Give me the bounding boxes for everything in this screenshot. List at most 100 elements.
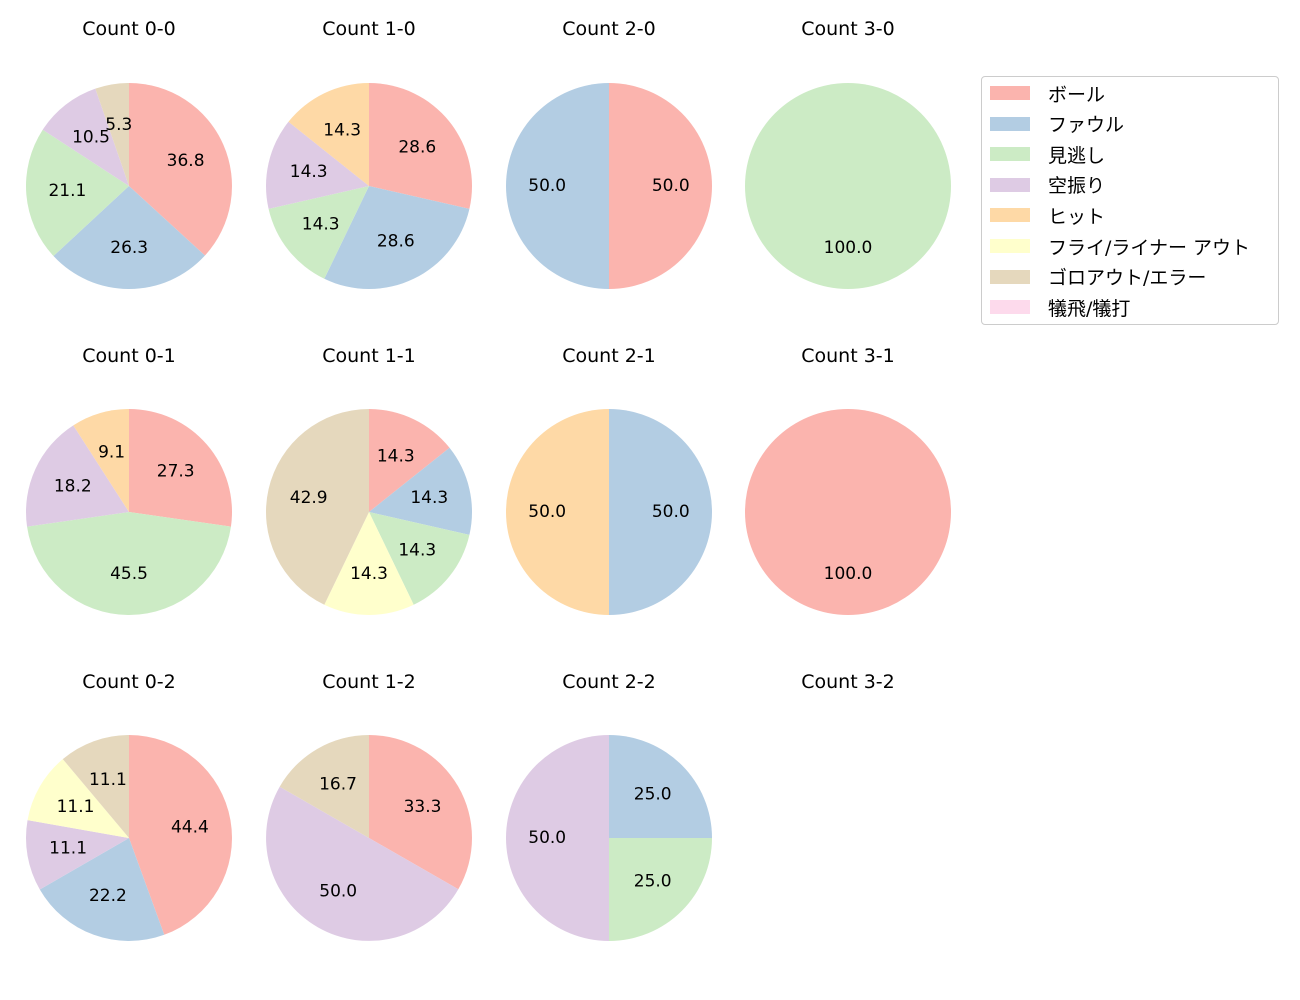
pie-slice [42,88,130,186]
pie-slice [25,820,129,890]
slice-value-label: 11.1 [49,839,87,859]
pie-slice [609,83,712,289]
slice-value-label: 14.3 [302,215,340,235]
slice-value-label: 11.1 [89,770,127,790]
legend-label: フライ/ライナー アウト [1048,236,1251,259]
slice-value-label: 18.2 [54,476,92,496]
legend-swatch [990,147,1030,162]
slice-value-label: 25.0 [634,872,672,892]
legend-label: 見逃し [1048,144,1106,167]
pie-slice [609,409,712,615]
slice-value-label: 14.3 [410,488,448,508]
pie-slice [369,83,473,209]
slice-value-label: 27.3 [157,462,195,482]
pie-panel: Count 0-2 44.4 22.2 11.1 11.1 11.1 [25,671,233,942]
pie-slice [506,83,609,289]
pie-panel: Count 1-2 33.3 50.0 16.7 [266,671,472,941]
legend-label: ボール [1048,83,1106,106]
slice-value-label: 16.7 [319,775,357,795]
slice-value-label: 50.0 [528,502,566,522]
panel-title: Count 2-0 [562,18,656,40]
pie-slice [506,735,609,941]
pie-panel: Count 3-1 100.0 [745,345,951,615]
pie-slice [95,83,129,186]
pie-panel: Count 3-2 [801,671,895,693]
pie-slice [27,512,231,615]
legend-swatch [990,177,1030,192]
legend-label: ヒット [1048,205,1106,228]
pie-slice [506,409,609,615]
slice-value-label: 14.3 [377,446,415,466]
legend: ボールファウル見逃し空振りヒットフライ/ライナー アウト ゴロアウト/エラー 犠飛/… [981,76,1279,325]
panel-title: Count 0-2 [82,671,176,693]
pie-slice [745,409,951,615]
panel-title: Count 0-0 [82,18,176,40]
panel-title: Count 1-2 [322,671,416,693]
slice-value-label: 5.3 [105,115,132,135]
pie-slice [73,409,129,512]
slice-value-label: 44.4 [171,817,209,837]
slice-value-label: 14.3 [350,564,388,584]
slice-value-label: 100.0 [824,238,873,258]
slice-value-label: 45.5 [110,564,148,584]
panel-title: Count 0-1 [82,345,176,367]
pie-slice [129,83,232,256]
slice-value-label: 50.0 [528,176,566,196]
slice-value-label: 28.6 [377,232,415,252]
legend-item: ヒット [990,203,1106,228]
pie-slice [369,512,470,605]
pie-slice [369,447,473,535]
slice-value-label: 50.0 [652,176,690,196]
pie-slice [53,186,205,290]
legend-label: 空振り [1048,175,1106,198]
legend-label: ファウル [1048,114,1125,137]
pie-slice [288,83,369,186]
pie-panel: Count 2-1 50.0 50.0 [506,345,712,615]
pie-panel: Count 0-0 36.8 26.3 21.1 10.55.3 [25,18,232,290]
legend-item: ファウル [990,112,1124,136]
slice-value-label: 14.3 [323,120,361,140]
pie-slice [324,512,414,616]
slice-value-label: 9.1 [98,443,125,463]
panel-title: Count 1-0 [322,18,416,40]
slice-value-label: 50.0 [528,828,566,848]
legend-item: 犠飛/犠打 [990,295,1131,320]
pie-slice [369,409,450,512]
legend-item: 空振り [990,173,1105,197]
slice-value-label: 11.1 [57,797,95,817]
slice-value-label: 14.3 [290,162,328,182]
pie-slice [266,786,459,941]
slice-value-label: 14.3 [398,541,436,561]
slice-value-label: 100.0 [824,564,873,584]
slice-value-label: 50.0 [652,502,690,522]
pie-slice [609,838,712,941]
slice-value-label: 50.0 [319,882,357,902]
slice-value-label: 26.3 [110,238,148,258]
legend-label: ゴロアウト/エラー [1048,267,1207,290]
legend-item: 見逃し [990,142,1106,167]
panel-title: Count 1-1 [322,345,416,367]
pie-slice [265,121,369,209]
legend-label: 犠飛/犠打 [1048,297,1131,320]
panel-title: Count 3-2 [801,671,895,693]
pie-slice [745,83,951,289]
slice-value-label: 22.2 [89,886,127,906]
legend-swatch [990,86,1030,100]
pie-slice [369,735,472,890]
panel-title: Count 2-2 [562,671,656,693]
pie-slice [129,735,233,935]
slice-value-label: 21.1 [48,181,86,201]
slice-value-label: 36.8 [167,151,205,171]
pie-slice [609,735,712,838]
panel-title: Count 3-0 [801,18,895,40]
pie-slice [27,759,130,838]
slice-value-label: 42.9 [290,488,328,508]
legend-swatch [990,116,1030,131]
slice-value-label: 28.6 [398,138,436,158]
pie-slice [62,735,129,838]
pie-slice [26,425,130,527]
pie-slice [39,838,165,942]
pie-slice [265,409,369,605]
legend-swatch [990,208,1030,223]
panel-title: Count 3-1 [801,345,895,367]
